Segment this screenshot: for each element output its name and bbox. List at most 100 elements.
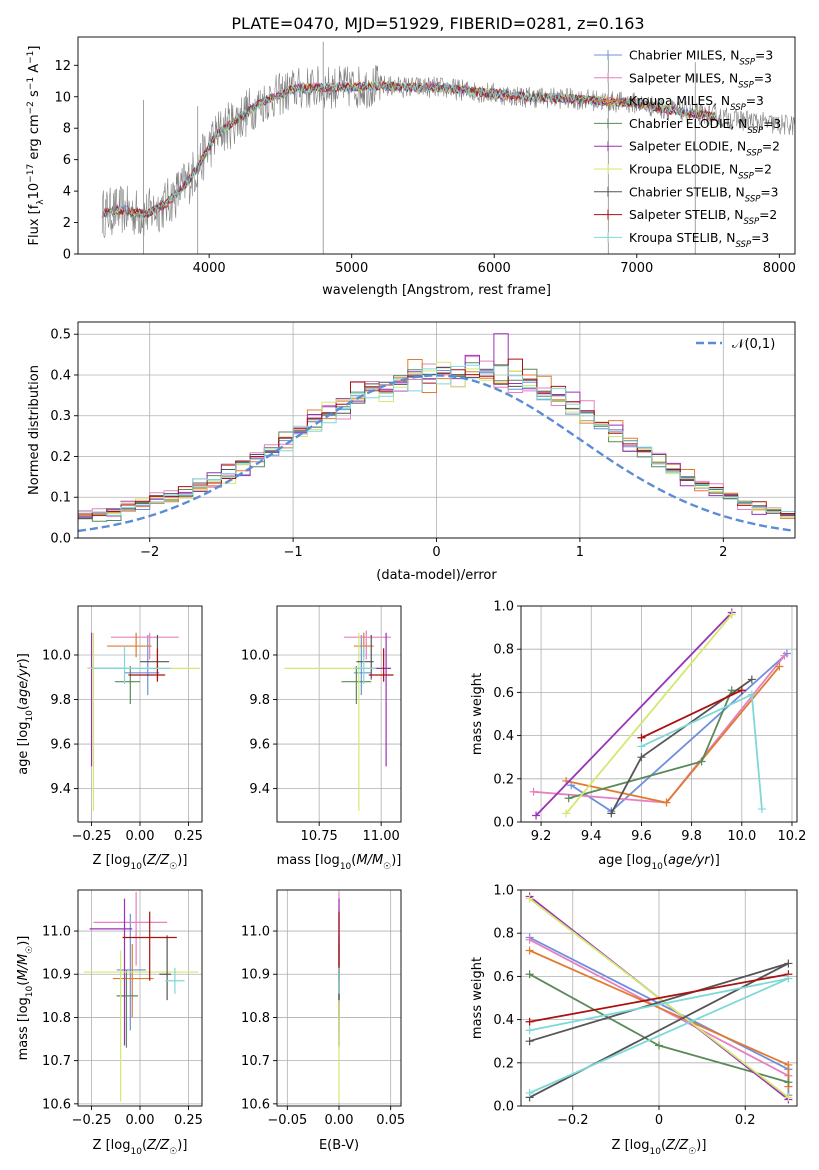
y-tick-label: 9.8 xyxy=(50,693,71,708)
y-tick-label: 9.6 xyxy=(249,738,270,753)
x-tick-label: 9.6 xyxy=(631,829,652,844)
spectrum-panel: 4000 5000 6000 7000 8000 0 2 4 6 8 10 12 wavelength … xyxy=(26,36,796,298)
x-axis-label: Z [log10(Z/Z☉)] xyxy=(93,853,188,872)
y-tick-label: 4 xyxy=(63,185,71,200)
x-tick-label: 2 xyxy=(719,545,727,560)
axes: 10.75 11.00 9.4 9.6 9.8 10.0 mass [log10(M/M☉)… xyxy=(241,605,402,872)
axes: −0.25 0.00 0.25 9.4 9.6 9.8 10.0 Z [log10(Z/Z☉)… xyxy=(16,605,203,872)
y-tick-label: 11.0 xyxy=(42,925,71,940)
plot-area xyxy=(284,630,394,811)
y-axis-label: mass weight xyxy=(470,957,485,1039)
x-tick-label: 4000 xyxy=(193,261,226,276)
histogram-series xyxy=(78,333,795,519)
y-tick-label: 0.6 xyxy=(493,686,514,701)
legend-label: Kroupa MILES, NSSP=3 xyxy=(629,94,764,113)
x-tick-label: 10.2 xyxy=(778,829,807,844)
x-axis-label: age [log10(age/yr)] xyxy=(598,853,720,872)
weight-point xyxy=(637,742,646,751)
x-tick-label: 10.0 xyxy=(727,829,756,844)
weight-point xyxy=(727,610,736,619)
y-tick-label: 0.2 xyxy=(493,772,514,787)
x-tick-label: −2 xyxy=(140,545,159,560)
x-tick-label: 9.4 xyxy=(581,829,602,844)
x-tick-label: 0.25 xyxy=(174,829,203,844)
x-tick-label: −0.25 xyxy=(72,829,112,844)
x-tick-label: −0.05 xyxy=(267,1113,307,1128)
weight-line xyxy=(529,973,789,1023)
weight-point xyxy=(784,974,793,983)
weight-point xyxy=(525,935,534,944)
mass-vs-metallicity-panel: −0.25 0.00 0.25 10.6 10.7 10.8 10.9 11.0 Z [log1… xyxy=(16,889,203,1157)
y-tick-label: 0.1 xyxy=(50,491,71,506)
y-tick-label: 10.9 xyxy=(42,968,71,983)
weight-line xyxy=(535,611,733,817)
weight-point xyxy=(784,1093,793,1102)
y-tick-label: 0.3 xyxy=(50,409,71,424)
y-tick-label: 9.6 xyxy=(50,738,71,753)
figure-title: PLATE=0470, MJD=51929, FIBERID=0281, z=0… xyxy=(231,14,644,33)
x-axis-label: wavelength [Angstrom, rest frame] xyxy=(322,283,551,298)
y-tick-label: 10 xyxy=(54,90,71,105)
y-tick-label: 0.0 xyxy=(493,816,514,831)
weight-point xyxy=(784,1078,793,1087)
y-tick-label: 10.8 xyxy=(241,1011,270,1026)
y-tick-label: 0.0 xyxy=(493,1100,514,1115)
x-tick-label: 0.00 xyxy=(325,1113,354,1128)
legend-label: Salpeter MILES, NSSP=3 xyxy=(629,71,772,90)
x-tick-label: 0 xyxy=(432,545,440,560)
y-tick-label: 10.6 xyxy=(42,1097,71,1112)
weight-point xyxy=(525,1037,534,1046)
plot-area xyxy=(101,41,795,254)
weight-point xyxy=(784,959,793,968)
y-tick-label: 0.2 xyxy=(493,1056,514,1071)
age-vs-mass-panel: 10.75 11.00 9.4 9.6 9.8 10.0 mass [log10(M/M☉)… xyxy=(241,605,402,872)
weight-vs-metallicity-panel: −0.2 0 0.2 0.0 0.2 0.4 0.6 0.8 1.0 Z [log10(Z/Z☉)… xyxy=(470,884,798,1157)
axes: 9.2 9.4 9.6 9.8 10.0 10.2 0.0 0.2 0.4 0.6 0.8 1.0 ag… xyxy=(470,600,806,873)
weight-point xyxy=(655,1041,663,1050)
y-tick-label: 10.6 xyxy=(241,1097,270,1112)
y-tick-label: 8 xyxy=(63,122,71,137)
x-tick-label: 8000 xyxy=(763,261,796,276)
x-axis-label: Z [log10(Z/Z☉)] xyxy=(612,1138,707,1157)
x-tick-label: 11.00 xyxy=(363,829,400,844)
x-tick-label: 7000 xyxy=(620,261,653,276)
weight-point xyxy=(697,757,706,766)
x-tick-label: −0.25 xyxy=(72,1113,112,1128)
y-axis-label: Flux [fλ10−17 erg cm−2 s−1 A−1] xyxy=(26,46,46,246)
x-tick-label: 0.2 xyxy=(735,1113,756,1128)
weight-line xyxy=(641,693,763,810)
y-axis-label: mass [log10(M/M☉)] xyxy=(16,936,35,1061)
axes-frame xyxy=(77,36,796,255)
x-axis-label: (data-model)/error xyxy=(376,568,497,583)
plot-area xyxy=(529,608,791,820)
x-tick-label: 0.00 xyxy=(126,1113,155,1128)
model-spectrum-line xyxy=(101,80,716,221)
y-tick-label: 10.0 xyxy=(241,648,270,663)
histogram-series xyxy=(78,364,795,523)
x-tick-label: 5000 xyxy=(335,261,368,276)
weight-point xyxy=(529,787,538,796)
weight-point xyxy=(757,805,766,814)
y-tick-label: 0 xyxy=(63,248,71,263)
x-tick-label: 1 xyxy=(576,545,584,560)
axes: −0.25 0.00 0.25 10.6 10.7 10.8 10.9 11.0 Z [log1… xyxy=(16,889,203,1157)
y-axis-label: Normed distribution xyxy=(27,365,42,495)
weight-point xyxy=(525,1017,534,1026)
y-tick-label: 0.8 xyxy=(493,927,514,942)
weight-point xyxy=(637,733,646,742)
y-tick-label: 10.7 xyxy=(42,1054,71,1069)
model-spectrum-line xyxy=(101,81,716,219)
weight-line xyxy=(565,614,733,814)
y-tick-label: 0.4 xyxy=(493,729,514,744)
legend: 𝒩(0,1) xyxy=(696,337,775,352)
weight-point xyxy=(525,894,534,903)
weight-point xyxy=(525,1089,534,1098)
axes: −2 −1 0 1 2 0.0 0.1 0.2 0.3 0.4 0.5 𝒩(0,1) (data-mod… xyxy=(27,321,796,583)
legend-label: Salpeter STELIB, NSSP=2 xyxy=(629,208,777,227)
axes-frame xyxy=(276,605,402,823)
weight-point xyxy=(562,809,571,818)
legend: Chabrier MILES, NSSP=3 Salpeter MILES, NS… xyxy=(594,49,781,250)
weight-line xyxy=(641,689,743,739)
y-tick-label: 9.4 xyxy=(249,782,270,797)
